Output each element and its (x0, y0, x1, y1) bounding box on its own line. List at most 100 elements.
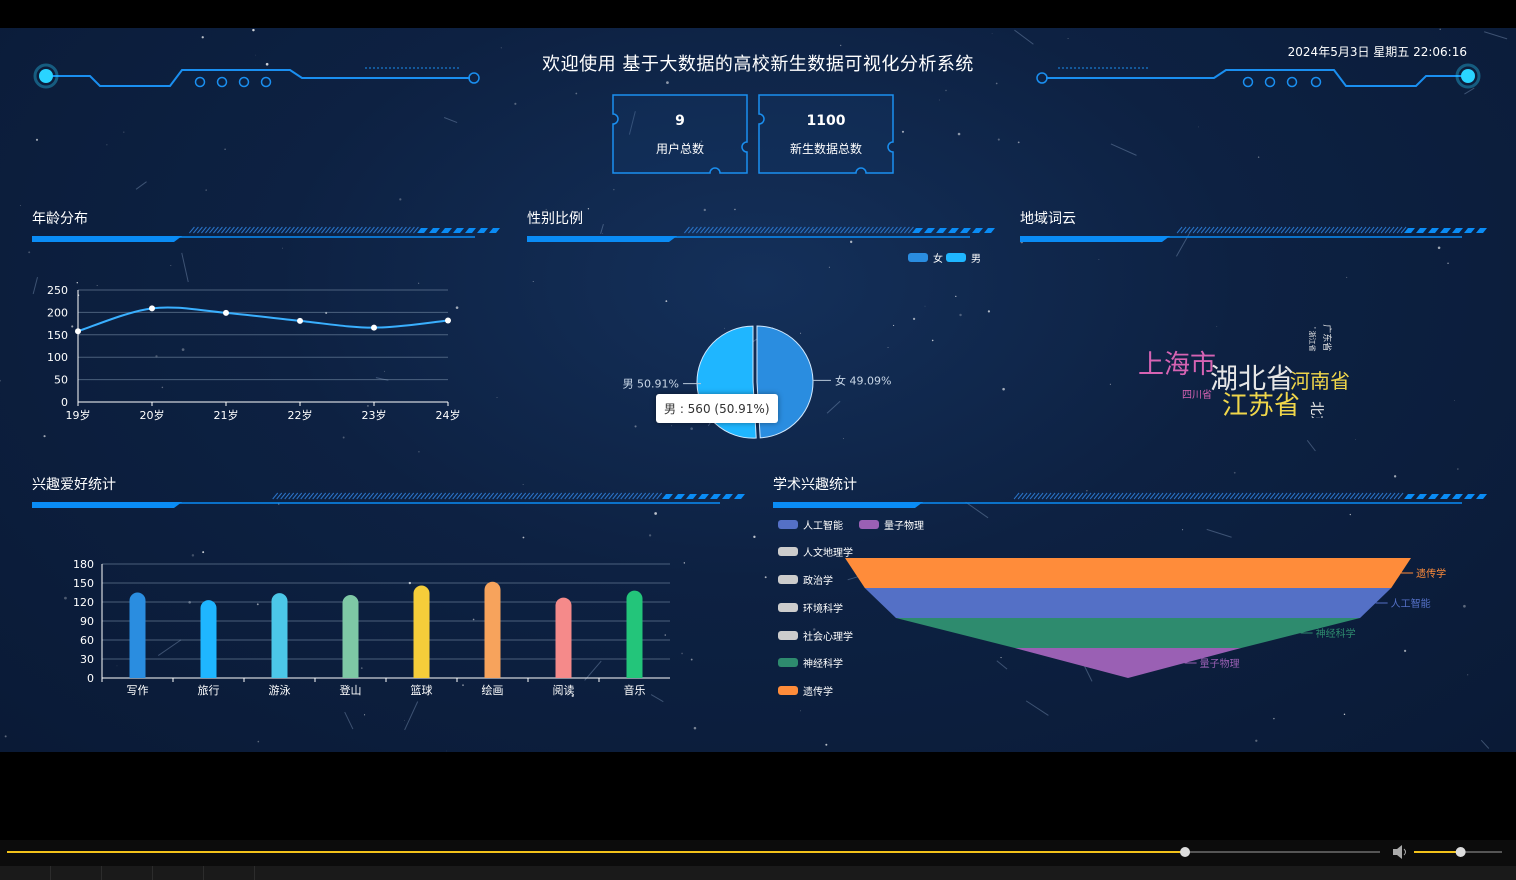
y-tick-label: 60 (80, 634, 94, 647)
volume-handle[interactable] (1455, 847, 1466, 857)
taskbar-slot[interactable] (51, 866, 102, 880)
funnel-legend-item[interactable]: 量子物理 (859, 517, 924, 532)
star-streak (443, 117, 458, 124)
star (522, 536, 525, 539)
bar[interactable] (626, 590, 643, 678)
volume-icon[interactable] (1393, 845, 1406, 859)
star (224, 148, 226, 150)
star (161, 386, 164, 389)
data-point[interactable] (75, 328, 81, 335)
star-streak (600, 223, 604, 234)
bar[interactable] (555, 597, 572, 678)
star (1467, 674, 1469, 676)
star (496, 397, 498, 398)
star (205, 189, 207, 191)
star (800, 332, 802, 334)
word-cloud-word[interactable]: 北京市 (1308, 401, 1325, 418)
legend-male[interactable]: 男 (946, 250, 981, 265)
panel-title-age: 年龄分布 (32, 211, 88, 227)
star (955, 295, 957, 297)
star (1463, 604, 1466, 608)
data-point[interactable] (371, 324, 377, 331)
taskbar-slot[interactable] (204, 866, 255, 880)
word-cloud-word[interactable]: 上海市 (1138, 350, 1216, 380)
funnel-legend-item[interactable]: 神经科学 (778, 655, 843, 670)
bar[interactable] (413, 585, 430, 678)
data-point[interactable] (445, 317, 451, 324)
word-cloud-word[interactable]: 河南省 (1290, 369, 1350, 393)
star (945, 89, 947, 92)
x-tick-label: 22岁 (288, 408, 313, 422)
star (1067, 38, 1069, 40)
data-point[interactable] (149, 305, 155, 312)
star (257, 740, 260, 743)
star-streak (1110, 143, 1137, 156)
bar[interactable] (342, 595, 359, 678)
star (654, 512, 657, 515)
star-streak (1484, 31, 1508, 40)
bar[interactable] (484, 581, 501, 678)
funnel-legend-item[interactable]: 社会心理学 (778, 628, 853, 643)
funnel-stage[interactable] (1014, 648, 1242, 678)
star (367, 404, 369, 407)
seek-handle[interactable] (1180, 847, 1191, 857)
star (342, 436, 345, 439)
starfield-background (0, 28, 1508, 752)
star (76, 282, 78, 284)
bar[interactable] (271, 593, 288, 678)
funnel-stage[interactable] (895, 618, 1361, 648)
y-tick-label: 250 (47, 284, 68, 297)
star (252, 28, 255, 32)
star (1257, 156, 1260, 158)
legend-label: 政治学 (803, 576, 833, 587)
legend-female[interactable]: 女 (908, 250, 943, 265)
y-tick-label: 100 (47, 351, 68, 364)
legend-swatch (778, 686, 798, 695)
funnel-legend-item[interactable]: 政治学 (778, 572, 833, 587)
star (991, 33, 993, 34)
star (282, 247, 283, 249)
star (404, 720, 405, 721)
panel-header-bar (32, 492, 745, 508)
bar[interactable] (129, 592, 146, 679)
funnel-legend-item[interactable]: 人工智能 (778, 517, 843, 532)
data-point[interactable] (223, 309, 229, 316)
star (690, 658, 693, 661)
word-cloud-word[interactable]: 湖北省 (1210, 362, 1294, 395)
star (703, 208, 706, 212)
star (690, 427, 693, 430)
star (1255, 739, 1258, 742)
panel-header-bar (527, 226, 995, 242)
funnel-stage-label: 遗传学 (1416, 567, 1446, 580)
legend-swatch (778, 547, 798, 556)
bar[interactable] (200, 600, 217, 678)
funnel-legend-item[interactable]: 人文地理学 (778, 544, 853, 559)
data-point[interactable] (297, 317, 303, 324)
star (417, 282, 420, 284)
star (19, 205, 21, 207)
funnel-legend-item[interactable]: 遗传学 (778, 683, 833, 698)
taskbar-slot[interactable] (0, 866, 51, 880)
word-cloud-word[interactable]: 浙江省 (1308, 331, 1317, 352)
star (28, 251, 31, 254)
star (813, 628, 816, 631)
star (671, 425, 673, 427)
taskbar-slot[interactable] (102, 866, 153, 880)
funnel-stage[interactable] (864, 588, 1392, 618)
funnel-legend-item[interactable]: 环境科学 (778, 600, 843, 615)
word-cloud-word[interactable]: 四川省 (1182, 388, 1212, 401)
star (1098, 259, 1100, 260)
legend-label: 神经科学 (803, 659, 843, 670)
word-cloud-word[interactable]: 广东省 (1321, 324, 1333, 351)
star (1086, 490, 1088, 492)
star (648, 534, 652, 537)
x-tick-label: 篮球 (411, 683, 433, 697)
taskbar-slot[interactable] (153, 866, 204, 880)
star (1343, 713, 1346, 716)
funnel-stage[interactable] (845, 558, 1411, 588)
word-cloud-word[interactable]: 江苏省 (1222, 391, 1300, 418)
legend-swatch (859, 520, 879, 529)
panel-header-decorations (32, 226, 1487, 508)
star (683, 562, 686, 564)
